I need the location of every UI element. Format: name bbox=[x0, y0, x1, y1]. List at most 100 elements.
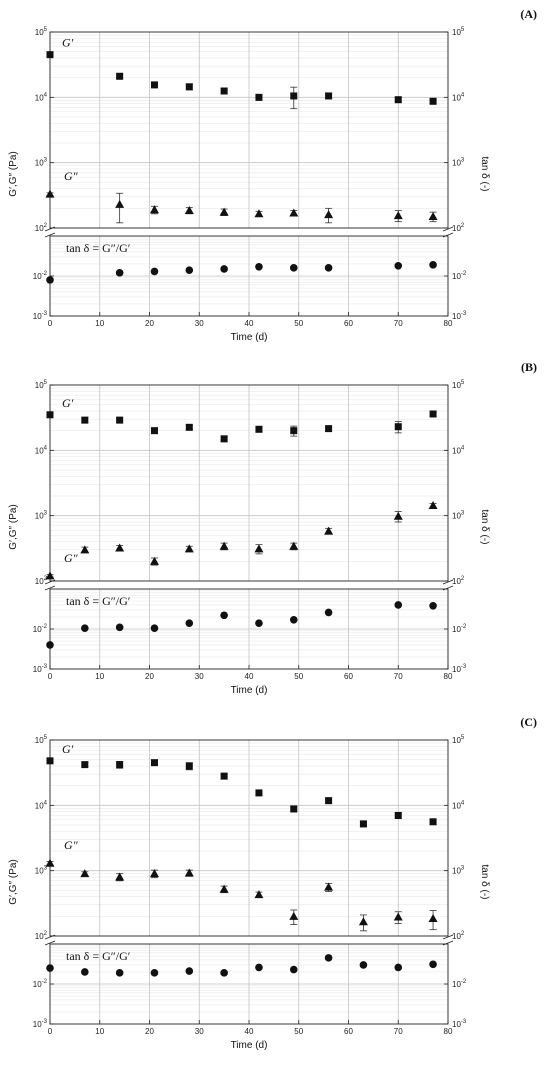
data-point-triangle bbox=[184, 544, 194, 553]
axis-break-mark bbox=[442, 232, 454, 238]
series-tan-delta bbox=[46, 261, 437, 284]
series-annotation-g-double-prime: G″ bbox=[64, 838, 79, 852]
series-g-prime bbox=[46, 51, 437, 110]
x-tick-label: 30 bbox=[195, 319, 204, 328]
x-tick-label: 0 bbox=[48, 319, 53, 328]
data-point-triangle bbox=[184, 868, 194, 877]
data-point-triangle bbox=[393, 211, 403, 220]
y-tick-label-right: 102 bbox=[452, 223, 465, 233]
data-point-circle bbox=[46, 276, 54, 284]
data-point-triangle bbox=[254, 544, 264, 553]
data-point-circle bbox=[150, 267, 159, 276]
data-point-square bbox=[220, 435, 228, 443]
y-axis-title-right: tan δ (-) bbox=[479, 509, 490, 544]
data-point-circle bbox=[46, 964, 54, 972]
y-tick-label-left: 104 bbox=[35, 445, 48, 455]
data-point-square bbox=[394, 96, 402, 104]
y-tick-label-left: 10-3 bbox=[33, 1019, 48, 1029]
y-tick-label-left: 102 bbox=[35, 931, 48, 941]
data-point-square bbox=[150, 759, 158, 767]
x-tick-label: 60 bbox=[344, 1027, 353, 1036]
axis-break-mark bbox=[44, 940, 56, 946]
data-point-square bbox=[46, 51, 54, 59]
data-point-circle bbox=[289, 965, 298, 974]
data-point-triangle bbox=[254, 890, 264, 899]
y-tick-label-right: 105 bbox=[452, 27, 465, 37]
data-point-triangle bbox=[289, 208, 299, 217]
data-point-circle bbox=[115, 623, 124, 632]
data-point-circle bbox=[359, 961, 368, 969]
y-tick-label-left: 10-2 bbox=[33, 624, 48, 634]
x-tick-label: 50 bbox=[294, 672, 303, 681]
y-tick-label-left: 103 bbox=[35, 158, 48, 168]
data-point-square bbox=[325, 425, 333, 433]
y-axis-title-left: G′,G″ (Pa) bbox=[8, 859, 19, 904]
series-g-prime bbox=[46, 757, 437, 828]
series-annotation-g-prime: G′ bbox=[62, 396, 74, 410]
data-point-square bbox=[290, 92, 298, 100]
data-point-square bbox=[220, 87, 228, 95]
data-point-square bbox=[81, 416, 89, 424]
data-point-square bbox=[429, 818, 437, 826]
data-point-square bbox=[185, 83, 193, 91]
y-tick-label-right: 104 bbox=[452, 800, 465, 810]
panel-label: (A) bbox=[520, 7, 537, 21]
x-tick-label: 80 bbox=[444, 1027, 453, 1036]
data-point-circle bbox=[115, 269, 124, 277]
data-point-square bbox=[325, 797, 333, 805]
data-point-triangle bbox=[358, 917, 368, 926]
panel-label: (B) bbox=[521, 360, 537, 374]
data-point-circle bbox=[150, 624, 159, 632]
data-point-circle bbox=[185, 619, 194, 627]
x-tick-label: 20 bbox=[145, 1027, 154, 1036]
x-tick-label: 50 bbox=[294, 319, 303, 328]
data-point-square bbox=[150, 81, 158, 89]
y-tick-label-right: 10-3 bbox=[452, 664, 467, 674]
y-tick-label-left: 103 bbox=[35, 866, 48, 876]
data-point-circle bbox=[324, 264, 333, 272]
series-g-prime bbox=[46, 410, 437, 443]
data-point-circle bbox=[255, 262, 263, 271]
x-tick-label: 40 bbox=[245, 319, 254, 328]
data-point-circle bbox=[394, 963, 403, 972]
data-point-triangle bbox=[184, 206, 194, 215]
y-tick-label-right: 102 bbox=[452, 576, 465, 586]
y-tick-label-left: 105 bbox=[35, 27, 48, 37]
panel-label: (C) bbox=[520, 715, 537, 729]
data-point-square bbox=[255, 425, 263, 433]
data-point-circle bbox=[220, 611, 228, 620]
data-point-circle bbox=[185, 266, 194, 274]
data-point-square bbox=[429, 97, 437, 105]
axis-break-mark bbox=[442, 934, 454, 940]
chart-panel-b: (B) 0 10 20 30 40 50 60 70 80 Time (d) 102 102 103 103… bbox=[8, 360, 537, 696]
y-tick-label-left: 10-3 bbox=[33, 664, 48, 674]
data-point-triangle bbox=[80, 869, 90, 878]
series-annotation-g-double-prime: G″ bbox=[64, 169, 79, 183]
data-point-circle bbox=[394, 261, 403, 270]
x-axis-title: Time (d) bbox=[231, 1040, 268, 1051]
data-point-square bbox=[220, 772, 228, 780]
data-point-square bbox=[325, 92, 333, 100]
y-tick-label-right: 103 bbox=[452, 158, 465, 168]
data-point-triangle bbox=[289, 541, 299, 550]
chart-panel-c: (C) 0 10 20 30 40 50 60 70 80 Time (d) 102 102 103 103… bbox=[8, 715, 537, 1051]
data-point-triangle bbox=[428, 501, 438, 510]
data-point-circle bbox=[81, 968, 89, 976]
data-point-triangle bbox=[254, 209, 264, 218]
data-point-triangle bbox=[324, 882, 334, 891]
x-tick-label: 80 bbox=[444, 319, 453, 328]
x-tick-label: 40 bbox=[245, 1027, 254, 1036]
y-tick-label-right: 10-2 bbox=[452, 624, 467, 634]
y-tick-label-right: 103 bbox=[452, 866, 465, 876]
data-point-square bbox=[46, 411, 54, 419]
y-tick-label-left: 104 bbox=[35, 800, 48, 810]
data-point-square bbox=[150, 427, 158, 435]
x-tick-label: 70 bbox=[394, 319, 403, 328]
data-point-circle bbox=[255, 619, 263, 627]
y-tick-label-right: 104 bbox=[452, 445, 465, 455]
x-tick-label: 60 bbox=[344, 672, 353, 681]
x-tick-label: 20 bbox=[145, 319, 154, 328]
upper-plot-frame bbox=[49, 31, 449, 229]
data-point-square bbox=[290, 427, 298, 435]
x-tick-label: 70 bbox=[394, 672, 403, 681]
